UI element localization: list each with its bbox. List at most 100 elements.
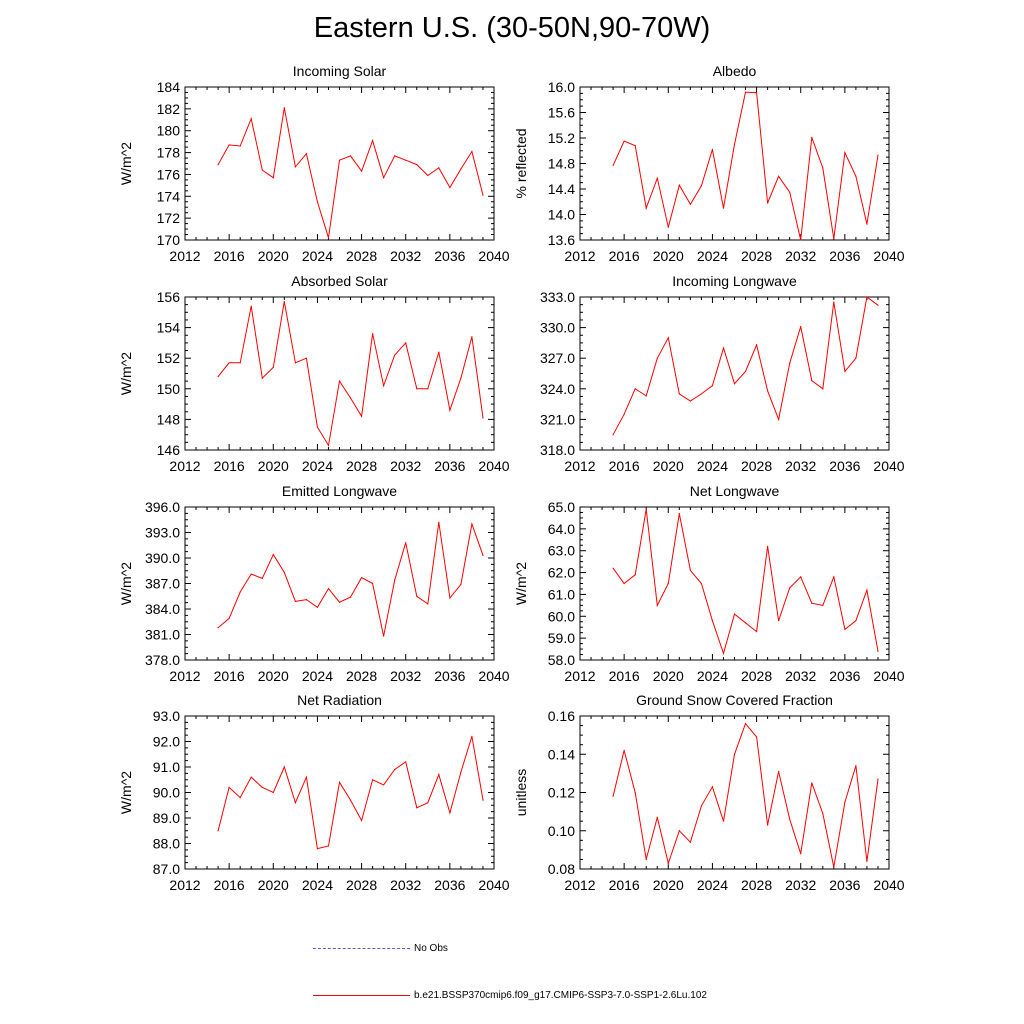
data-point [228,144,230,146]
series-line [612,296,879,435]
data-point [866,589,868,591]
y-tick-label: 184 [157,79,181,95]
x-tick-label: 2036 [829,458,860,474]
data-point [844,801,846,803]
data-point [711,620,714,622]
data-point [866,296,868,298]
data-point [338,601,341,603]
plot-frame [579,296,890,451]
x-tick-label: 2036 [829,668,860,684]
x-tick-label: 2024 [302,458,333,474]
data-point [855,175,857,177]
data-point [438,351,440,353]
y-tick-label: 64.0 [548,521,575,537]
x-tick-label: 2032 [390,877,421,893]
y-axis-label: W/m^2 [118,352,134,395]
data-point [700,582,702,585]
data-point [272,177,274,179]
legend-item-model: b.e21.BSSP370cmip6.f09_g17.CMIP6-SSP3-7.… [313,990,707,1001]
data-point [733,383,736,385]
y-tick-label: 154 [157,320,181,336]
plot-frame [579,506,890,661]
y-tick-label: 170 [157,232,181,248]
series-line [217,107,484,238]
data-point [217,375,219,378]
y-tick-label: 90.0 [153,785,180,801]
y-tick-label: 61.0 [548,586,575,602]
data-point [394,579,396,581]
data-point [416,595,418,597]
data-point [612,795,614,797]
data-point [800,325,802,328]
y-tick-label: 58.0 [548,652,575,668]
x-tick-label: 2040 [478,877,509,893]
data-point [283,766,285,768]
plot-frame [184,715,495,870]
data-point [800,576,802,578]
data-point [634,791,636,794]
x-tick-label: 2028 [346,458,377,474]
y-tick-label: 13.6 [548,232,575,248]
data-point [855,765,857,767]
data-point [349,799,352,801]
data-point [449,597,451,599]
data-point [667,582,669,585]
x-tick-label: 2012 [169,248,200,264]
x-tick-label: 2028 [346,248,377,264]
x-tick-label: 2012 [564,458,595,474]
x-tick-label: 2012 [564,877,595,893]
data-point [250,118,252,120]
data-point [689,569,691,571]
x-tick-label: 2032 [390,458,421,474]
data-point [612,567,614,569]
x-tick-label: 2020 [653,668,684,684]
data-point [394,155,396,157]
data-point [349,596,352,598]
data-point [755,630,758,633]
data-point [656,177,658,179]
series-line [612,509,879,656]
data-point [427,802,429,804]
data-point [711,786,714,788]
y-tick-label: 14.4 [548,181,575,197]
data-point [833,576,835,578]
data-point [822,812,824,815]
data-point [744,723,747,725]
data-point [482,194,484,196]
x-tick-label: 2024 [302,877,333,893]
data-point [645,395,647,397]
legend-label: No Obs [414,943,448,954]
x-tick-label: 2040 [478,248,509,264]
data-point [844,152,846,154]
data-point [789,362,791,364]
data-point [349,397,352,399]
data-point [261,786,263,789]
data-point [471,735,473,738]
data-point [678,512,680,515]
y-tick-label: 174 [157,188,181,204]
x-tick-label: 2016 [609,877,640,893]
y-axis-label: unitless [513,769,529,816]
legend-item-no-obs: No Obs [313,943,448,954]
y-tick-label: 88.0 [153,836,180,852]
y-tick-label: 89.0 [153,810,180,826]
data-point [645,858,647,861]
data-point [239,145,241,147]
x-tick-label: 2012 [564,668,595,684]
data-point [250,305,252,307]
y-tick-label: 15.2 [548,130,575,146]
data-point [471,150,473,153]
data-point [811,380,813,382]
data-point [338,159,341,161]
x-tick-label: 2032 [390,248,421,264]
data-point [394,354,396,356]
y-axis-label: W/m^2 [118,562,134,605]
x-tick-label: 2024 [302,668,333,684]
panel-title: Net Longwave [690,483,780,499]
data-point [460,771,462,773]
x-tick-label: 2016 [214,248,245,264]
x-tick-label: 2028 [741,668,772,684]
data-point [438,167,440,169]
data-point [316,426,319,428]
